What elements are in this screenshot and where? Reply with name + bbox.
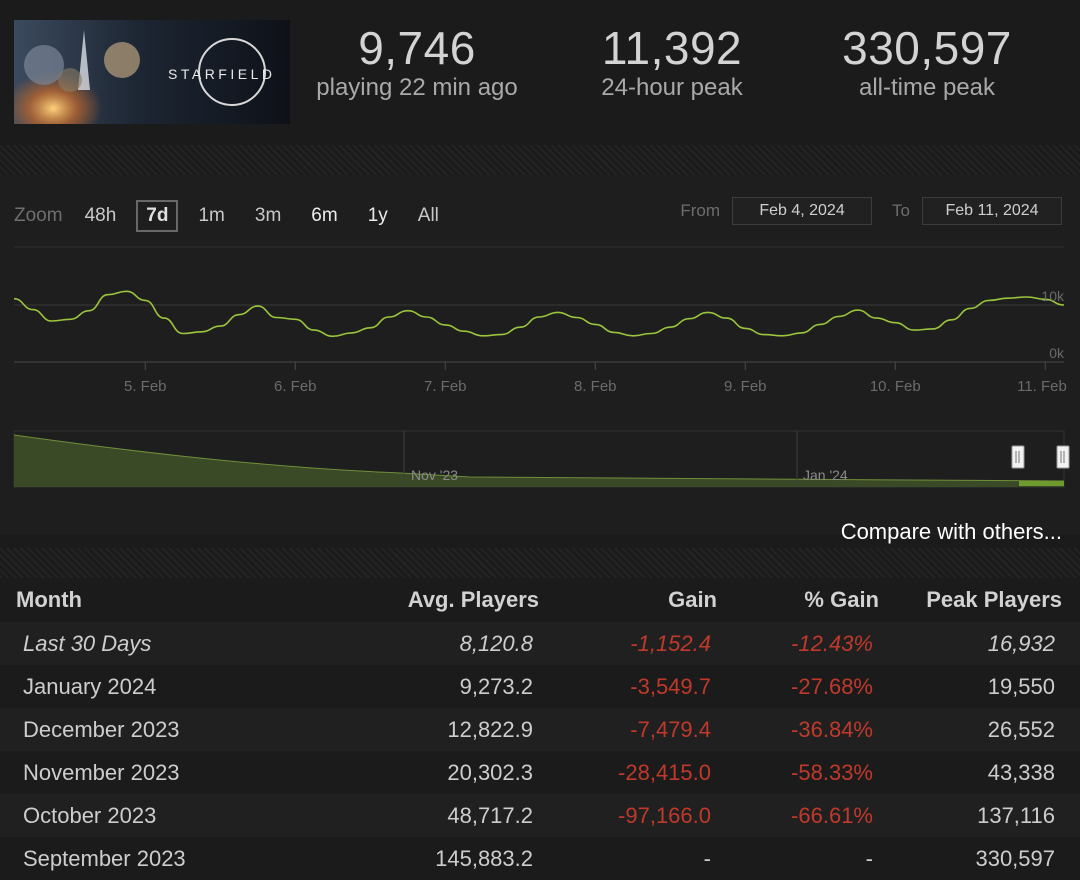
row-avg: 12,822.9 bbox=[303, 708, 539, 751]
compare-with-others-link[interactable]: Compare with others... bbox=[840, 519, 1062, 544]
header-gain[interactable]: Gain bbox=[539, 578, 717, 622]
row-pct: -36.84% bbox=[717, 708, 879, 751]
stats-header: STARFIELD 9,746 playing 22 min ago 11,39… bbox=[0, 0, 1080, 145]
x-tick-label: 5. Feb bbox=[124, 378, 167, 395]
zoom-7d-button[interactable]: 7d bbox=[136, 200, 179, 232]
table-row: December 2023 12,822.9 -7,479.4 -36.84% … bbox=[0, 708, 1080, 751]
player-chart: Zoom 48h 7d 1m 3m 6m 1y All From To 10k … bbox=[0, 175, 1080, 544]
zoom-48h-button[interactable]: 48h bbox=[84, 205, 117, 226]
navigator-left-handle[interactable] bbox=[1011, 445, 1025, 469]
x-tick-label: 7. Feb bbox=[424, 378, 467, 395]
y-tick-10k: 10k bbox=[1041, 288, 1065, 304]
header-pct-gain[interactable]: % Gain bbox=[717, 578, 879, 622]
table-header-row: Month Avg. Players Gain % Gain Peak Play… bbox=[0, 578, 1080, 622]
to-label: To bbox=[892, 201, 910, 220]
table-row: September 2023 145,883.2 - - 330,597 bbox=[0, 837, 1080, 880]
x-ticks: 5. Feb 6. Feb 7. Feb 8. Feb 9. Feb 10. Feb 11.… bbox=[124, 362, 1067, 395]
game-banner[interactable]: STARFIELD bbox=[14, 20, 290, 124]
row-month: October 2023 bbox=[0, 794, 303, 837]
zoom-controls: Zoom 48h 7d 1m 3m 6m 1y All bbox=[14, 200, 459, 232]
row-pct: -12.43% bbox=[717, 622, 879, 665]
row-gain: -7,479.4 bbox=[539, 708, 717, 751]
x-tick-label: 9. Feb bbox=[724, 378, 767, 395]
row-month: January 2024 bbox=[0, 665, 303, 708]
main-line-chart: 10k 0k 5. Feb 6. Feb 7. Feb 8. Feb 9. Feb 10.… bbox=[13, 246, 1067, 395]
row-month: Last 30 Days bbox=[0, 622, 303, 665]
divider-stripe-2 bbox=[0, 548, 1080, 578]
row-avg: 48,717.2 bbox=[303, 794, 539, 837]
row-avg: 8,120.8 bbox=[303, 622, 539, 665]
monthly-players-table: Month Avg. Players Gain % Gain Peak Play… bbox=[0, 578, 1080, 880]
navigator-selection bbox=[1019, 481, 1064, 486]
x-tick-label: 8. Feb bbox=[574, 378, 617, 395]
header-avg-players[interactable]: Avg. Players bbox=[303, 578, 539, 622]
table-row: October 2023 48,717.2 -97,166.0 -66.61% … bbox=[0, 794, 1080, 837]
to-date-input[interactable] bbox=[922, 197, 1062, 225]
alltime-peak-stat: 330,597 all-time peak bbox=[822, 22, 1032, 102]
row-peak: 43,338 bbox=[879, 751, 1080, 794]
current-players-value: 9,746 bbox=[358, 22, 476, 74]
row-pct: -27.68% bbox=[717, 665, 879, 708]
zoom-3m-button[interactable]: 3m bbox=[254, 205, 282, 226]
alltime-peak-label: all-time peak bbox=[858, 74, 996, 101]
header-peak-players[interactable]: Peak Players bbox=[879, 578, 1080, 622]
row-peak: 137,116 bbox=[879, 794, 1080, 837]
header-month[interactable]: Month bbox=[0, 578, 303, 622]
zoom-1m-button[interactable]: 1m bbox=[198, 205, 225, 226]
row-gain: - bbox=[539, 837, 717, 880]
x-tick-label: 10. Feb bbox=[870, 378, 921, 395]
row-gain: -3,549.7 bbox=[539, 665, 717, 708]
row-peak: 26,552 bbox=[879, 708, 1080, 751]
day-peak-stat: 11,392 24-hour peak bbox=[572, 22, 772, 102]
row-pct: -66.61% bbox=[717, 794, 879, 837]
x-tick-label: 6. Feb bbox=[274, 378, 317, 395]
row-pct: - bbox=[717, 837, 879, 880]
starfield-logo-text: STARFIELD bbox=[168, 66, 275, 82]
alltime-peak-value: 330,597 bbox=[842, 22, 1012, 74]
navigator-label-nov: Nov '23 bbox=[411, 467, 458, 483]
navigator-label-jan: Jan '24 bbox=[803, 467, 848, 483]
navigator-area bbox=[14, 435, 1064, 487]
row-gain: -28,415.0 bbox=[539, 751, 717, 794]
row-month: December 2023 bbox=[0, 708, 303, 751]
navigator-chart[interactable]: Nov '23 Jan '24 bbox=[0, 429, 1080, 489]
starfield-artwork: STARFIELD bbox=[14, 20, 290, 124]
divider-stripe bbox=[0, 145, 1080, 175]
x-tick-label: 11. Feb bbox=[1017, 378, 1067, 395]
row-month: November 2023 bbox=[0, 751, 303, 794]
row-peak: 19,550 bbox=[879, 665, 1080, 708]
current-players-stat: 9,746 playing 22 min ago bbox=[312, 22, 522, 102]
day-peak-value: 11,392 bbox=[601, 22, 743, 74]
table-row: January 2024 9,273.2 -3,549.7 -27.68% 19… bbox=[0, 665, 1080, 708]
row-avg: 145,883.2 bbox=[303, 837, 539, 880]
zoom-6m-button[interactable]: 6m bbox=[311, 205, 338, 226]
row-avg: 9,273.2 bbox=[303, 665, 539, 708]
zoom-label: Zoom bbox=[14, 205, 63, 226]
row-avg: 20,302.3 bbox=[303, 751, 539, 794]
navigator-right-handle[interactable] bbox=[1056, 445, 1070, 469]
row-peak: 16,932 bbox=[879, 622, 1080, 665]
zoom-1y-button[interactable]: 1y bbox=[367, 205, 388, 226]
row-gain: -97,166.0 bbox=[539, 794, 717, 837]
table-row: Last 30 Days 8,120.8 -1,152.4 -12.43% 16… bbox=[0, 622, 1080, 665]
row-pct: -58.33% bbox=[717, 751, 879, 794]
row-month: September 2023 bbox=[0, 837, 303, 880]
players-series-line bbox=[13, 290, 1065, 338]
from-date-input[interactable] bbox=[732, 197, 873, 225]
navigator-line bbox=[13, 434, 1065, 482]
current-players-label: playing 22 min ago bbox=[316, 74, 518, 101]
zoom-all-button[interactable]: All bbox=[417, 205, 439, 226]
day-peak-label: 24-hour peak bbox=[601, 74, 743, 101]
row-peak: 330,597 bbox=[879, 837, 1080, 880]
from-label: From bbox=[680, 201, 721, 220]
y-tick-0k: 0k bbox=[1049, 345, 1065, 361]
date-range: From To bbox=[660, 197, 1062, 225]
table-row: November 2023 20,302.3 -28,415.0 -58.33%… bbox=[0, 751, 1080, 794]
row-gain: -1,152.4 bbox=[539, 622, 717, 665]
